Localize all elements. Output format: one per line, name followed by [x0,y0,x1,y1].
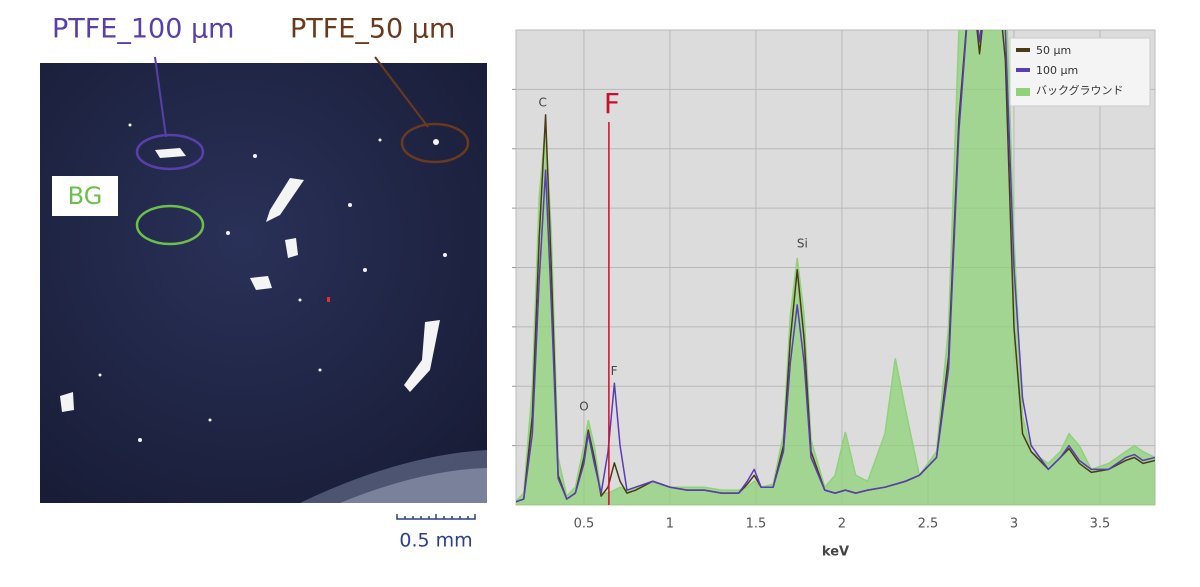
legend-swatch [1016,68,1030,72]
legend-box [1009,37,1151,107]
micrograph-panel: PTFE_100 μm PTFE_50 μm BG 0.5 mm [40,14,487,552]
legend-label: 100 μm [1036,64,1078,77]
x-tick-label: 3 [1010,517,1018,532]
label-box [52,176,118,216]
region-outline [135,204,205,246]
region-outline [135,133,205,171]
scale-label: 0.5 mm [399,530,472,552]
x-tick-label: 2.5 [918,517,939,532]
reference-label: F [604,87,620,120]
x-axis-label: keV [822,545,849,560]
particles [60,123,447,442]
particle [327,297,330,302]
peak-label: O [579,400,588,414]
region-label: PTFE_50 μm [290,14,455,45]
sample-edge [340,468,487,503]
legend-swatch [1016,48,1030,52]
region-label: PTFE_100 μm [52,14,234,45]
peak-label: Si [797,236,808,250]
x-tick-label: 1 [666,517,674,532]
legend-swatch [1016,88,1030,96]
region-label: BG [68,182,103,210]
spectrum-line [516,30,1155,503]
peak-label: C [538,96,546,110]
x-tick-label: 2 [838,517,846,532]
spectrum-line [516,30,1155,503]
series-group [516,30,1155,505]
pointer [154,56,167,138]
scale-bar [396,514,476,520]
legend-label: 50 μm [1036,44,1071,57]
peak-label: F [611,364,618,378]
region-outline [400,122,470,164]
x-tick-label: 1.5 [746,517,767,532]
background-area [516,30,1155,505]
spectrum-chart: 0.5 1 1.5 2 2.5 3 3.5 keV C O F Si F 50 μm 100 μm バックグラ… [512,29,1156,560]
legend-label: バックグラウンド [1036,83,1124,97]
pointer [374,56,429,128]
x-tick-label: 0.5 [574,517,595,532]
x-tick-label: 3.5 [1090,517,1111,532]
